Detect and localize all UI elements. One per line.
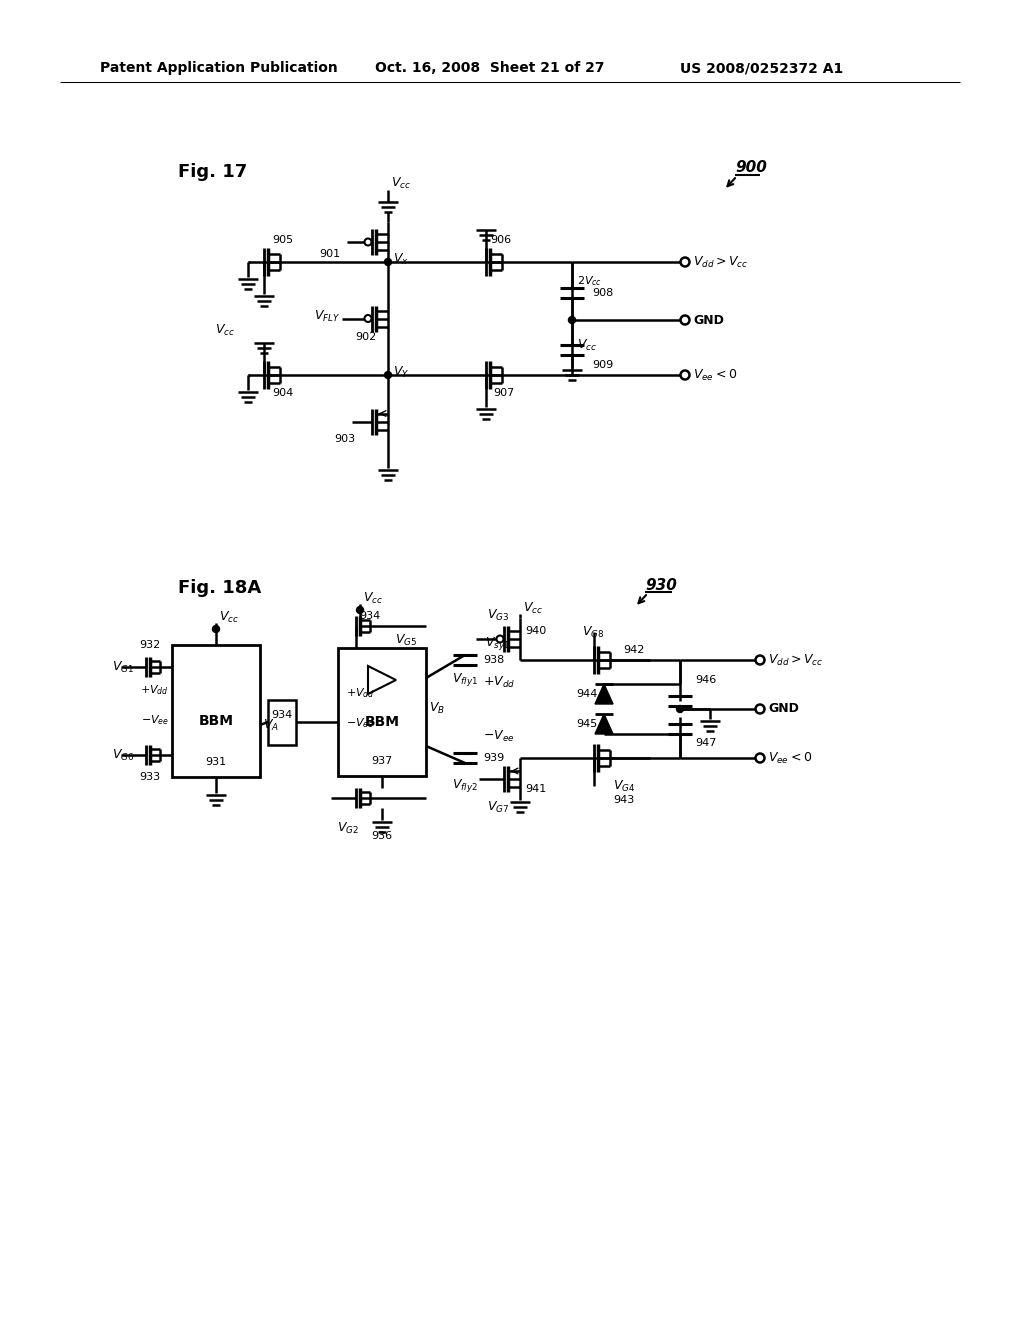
Text: $V_{cc}$: $V_{cc}$: [362, 590, 383, 606]
Text: $V_{dd} > V_{cc}$: $V_{dd} > V_{cc}$: [768, 652, 823, 668]
Text: 930: 930: [645, 578, 677, 593]
Text: 933: 933: [139, 772, 161, 781]
Text: $V_A$: $V_A$: [263, 718, 279, 733]
Text: $V_{G6}$: $V_{G6}$: [112, 747, 134, 763]
Circle shape: [384, 259, 391, 265]
Bar: [268, 700, 296, 744]
Text: $V_{G2}$: $V_{G2}$: [337, 821, 359, 836]
Text: 938: 938: [483, 655, 504, 665]
Text: $+V_{dd}$: $+V_{dd}$: [140, 684, 169, 697]
Text: $V_B$: $V_B$: [429, 701, 445, 715]
Text: 941: 941: [525, 784, 546, 795]
Text: $V_{G1}$: $V_{G1}$: [112, 660, 134, 675]
Text: Oct. 16, 2008  Sheet 21 of 27: Oct. 16, 2008 Sheet 21 of 27: [375, 61, 604, 75]
Text: $V_{dd} > V_{cc}$: $V_{dd} > V_{cc}$: [693, 255, 749, 269]
Text: 936: 936: [372, 832, 392, 841]
Text: $+V_{dd}$: $+V_{dd}$: [346, 686, 375, 700]
Text: Fig. 18A: Fig. 18A: [178, 579, 261, 597]
Text: 934: 934: [359, 611, 381, 620]
Circle shape: [213, 626, 219, 632]
Bar: [338, 648, 426, 776]
Circle shape: [356, 606, 364, 614]
Text: US 2008/0252372 A1: US 2008/0252372 A1: [680, 61, 843, 75]
Circle shape: [384, 371, 391, 379]
Text: $+V_{dd}$: $+V_{dd}$: [483, 675, 515, 689]
Text: $V_{ee} < 0$: $V_{ee} < 0$: [768, 751, 812, 766]
Text: 931: 931: [206, 756, 226, 767]
Polygon shape: [595, 714, 613, 734]
Text: 902: 902: [355, 331, 376, 342]
Text: 909: 909: [592, 360, 613, 370]
Text: 908: 908: [592, 288, 613, 298]
Text: $V_{G7}$: $V_{G7}$: [486, 800, 509, 814]
Text: GND: GND: [768, 702, 799, 715]
Text: $V_{cc}$: $V_{cc}$: [391, 176, 411, 190]
Text: 934: 934: [271, 710, 293, 719]
Text: $V_{sy1}$: $V_{sy1}$: [485, 635, 510, 652]
Text: BBM: BBM: [199, 714, 233, 729]
Text: 906: 906: [490, 235, 511, 246]
Text: 944: 944: [575, 689, 597, 700]
Text: 904: 904: [272, 388, 293, 399]
Text: $V_{ee} < 0$: $V_{ee} < 0$: [693, 367, 737, 383]
Text: $V_{cc}$: $V_{cc}$: [577, 338, 597, 352]
Text: $V_{cc}$: $V_{cc}$: [215, 322, 236, 338]
Text: $V_{G4}$: $V_{G4}$: [613, 779, 635, 793]
Text: 942: 942: [623, 645, 644, 655]
Text: $V_{FLY}$: $V_{FLY}$: [313, 309, 340, 323]
Text: $2V_{cc}$: $2V_{cc}$: [577, 275, 602, 288]
Circle shape: [568, 317, 575, 323]
Text: $V_{G3}$: $V_{G3}$: [486, 607, 509, 623]
Text: $V_{G5}$: $V_{G5}$: [395, 632, 417, 648]
Text: 943: 943: [613, 795, 634, 805]
Text: $V_{fly2}$: $V_{fly2}$: [452, 777, 478, 795]
Text: 937: 937: [372, 756, 392, 766]
Text: 932: 932: [139, 640, 161, 649]
Text: $-V_{ee}$: $-V_{ee}$: [346, 715, 374, 730]
Text: $-V_{ee}$: $-V_{ee}$: [483, 729, 514, 743]
Text: BBM: BBM: [365, 715, 399, 729]
Text: Patent Application Publication: Patent Application Publication: [100, 61, 338, 75]
Text: 905: 905: [272, 235, 293, 246]
Text: $V_{cc}$: $V_{cc}$: [523, 601, 543, 615]
Text: $V_Y$: $V_Y$: [393, 364, 410, 380]
Text: 907: 907: [493, 388, 514, 399]
Text: 903: 903: [334, 434, 355, 445]
Text: 946: 946: [695, 675, 716, 685]
Text: GND: GND: [693, 314, 724, 326]
Text: $V_{cc}$: $V_{cc}$: [219, 610, 239, 624]
Text: 901: 901: [318, 249, 340, 259]
Text: 940: 940: [525, 626, 546, 636]
Text: 939: 939: [483, 752, 504, 763]
Text: $V_x$: $V_x$: [393, 251, 409, 267]
Polygon shape: [595, 684, 613, 704]
Text: 900: 900: [735, 161, 767, 176]
Text: $V_{G8}$: $V_{G8}$: [582, 624, 604, 640]
Text: 947: 947: [695, 738, 717, 748]
Text: $-V_{ee}$: $-V_{ee}$: [141, 713, 169, 727]
Circle shape: [677, 705, 683, 713]
Text: Fig. 17: Fig. 17: [178, 162, 247, 181]
Bar: [172, 645, 260, 777]
Text: $V_{fly1}$: $V_{fly1}$: [452, 672, 478, 689]
Text: 945: 945: [575, 719, 597, 729]
